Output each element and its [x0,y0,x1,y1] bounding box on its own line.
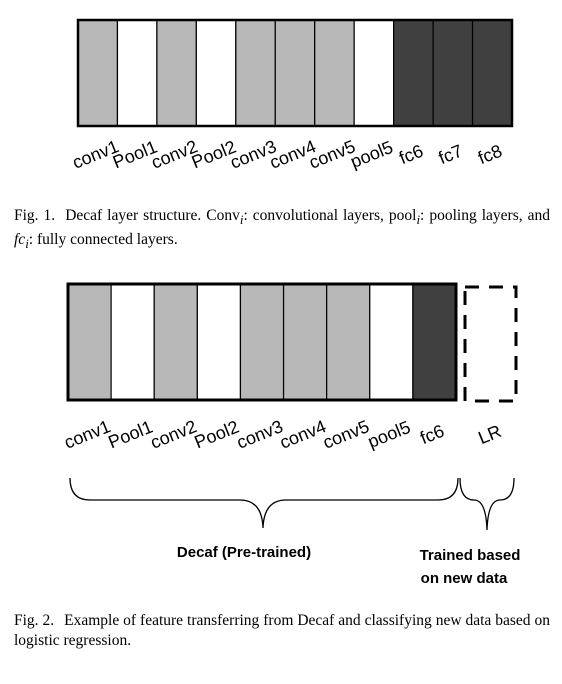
fig2-block-pool5 [369,283,414,401]
fig2-block-conv2 [153,283,198,401]
fig2-label-conv5: conv5 [320,416,372,453]
fig2-block-conv4 [282,283,328,401]
caption1-part3: : pooling layers, and [420,207,550,224]
fig1-block-fc6 [393,19,434,127]
fig2-label-lr: LR [475,421,504,448]
figure-1-blocks [77,19,513,127]
caption1-part4: : fully connected layers. [28,231,178,249]
pretrained-label: Decaf (Pre-trained) [177,544,311,561]
pretrained-brace [69,477,459,529]
fig2-label-fc6: fc6 [417,421,447,449]
fig1-label-fc6: fc6 [396,141,426,169]
caption1-fc: fc [14,231,26,249]
lr-dashed-box [463,285,518,403]
fig1-label-fc7: fc7 [436,141,466,169]
figure-2-frame [66,282,458,402]
figure-2-blocks [67,283,457,401]
figure-2-caption-text: Example of feature transferring from Dec… [14,612,550,649]
trained-brace [459,477,515,531]
figure-2-caption-prefix: Fig. 2. [14,612,55,629]
fig1-label-pool5: pool5 [347,137,395,172]
fig1-block-fc8 [471,19,513,127]
caption1-sub1: i [239,212,244,228]
fig2-block-conv1 [67,283,112,401]
fig2-block-pool1 [110,283,155,401]
caption1-part2: : convolutional layers, pool [243,207,417,224]
fig1-block-conv1 [77,19,119,127]
fig2-block-conv5 [326,283,371,401]
fig1-block-conv2 [156,19,197,127]
caption1-part1: Decaf layer structure. Conv [65,207,240,224]
fig2-block-conv3 [239,283,285,401]
fig1-block-pool1 [116,19,158,127]
figure-1-labels: conv1Pool1conv2Pool2conv3conv4conv5pool5… [69,136,504,173]
fig1-block-conv3 [235,19,276,127]
figure-2-transfer-diagram: conv1Pool1conv2Pool2conv3conv4conv5pool5… [61,282,521,587]
fig2-block-pool2 [196,283,242,401]
figure-1-frame [76,18,514,128]
fig1-block-conv4 [274,19,316,127]
fig1-block-fc7 [432,19,474,127]
fig1-block-pool2 [195,19,237,127]
figure-1-layer-diagram: conv1Pool1conv2Pool2conv3conv4conv5pool5… [69,18,514,173]
caption1-sub3: i [25,236,29,252]
figure-2-labels: conv1Pool1conv2Pool2conv3conv4conv5pool5… [61,416,504,453]
figure-1-caption-prefix: Fig. 1. [14,207,56,224]
caption1-sub2: i [416,212,421,228]
fig1-block-conv5 [314,19,355,127]
fig1-label-fc8: fc8 [475,141,505,169]
fig2-label-pool5: pool5 [365,417,413,452]
trained-label-line1: Trained based [420,547,521,564]
fig1-block-pool5 [353,19,395,127]
figure-1-caption: Fig. 1. Decaf layer structure. Convi: con… [14,206,550,254]
trained-label-line2: on new data [421,570,508,587]
figure-2-caption: Fig. 2. Example of feature transferring f… [14,611,550,651]
fig2-block-fc6 [412,283,457,401]
